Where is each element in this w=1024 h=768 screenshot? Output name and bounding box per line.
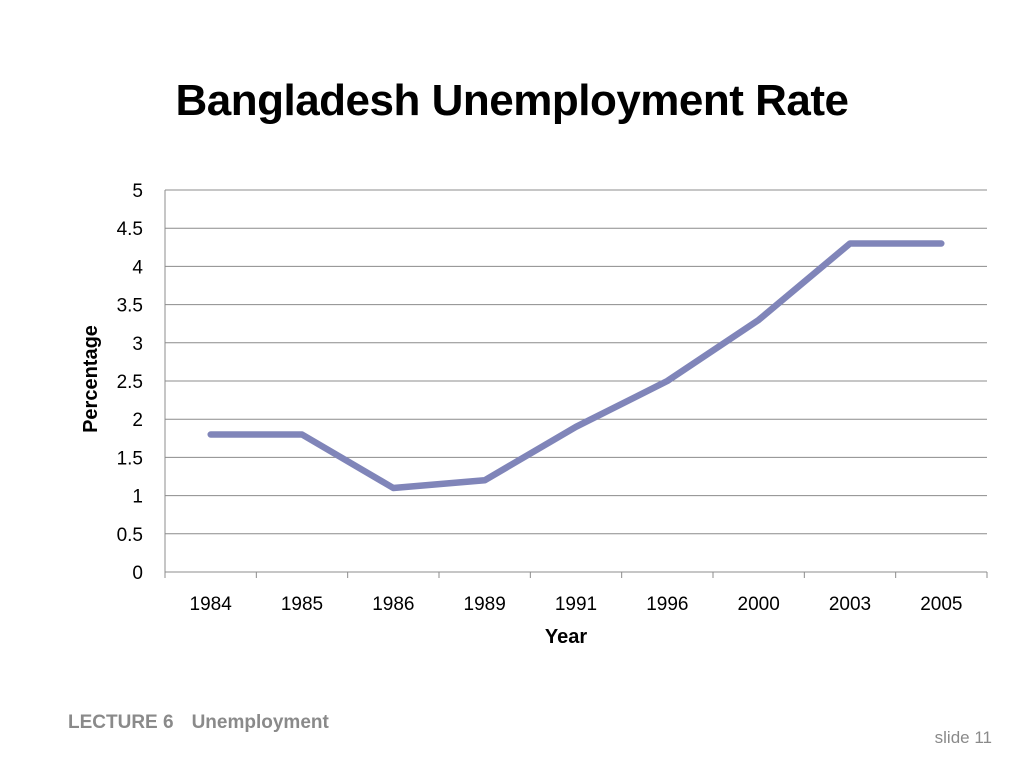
y-tick-labels: 0 0.5 1 1.5 2 2.5 3 3.5 4 4.5 5 <box>117 181 144 584</box>
y-tick-label: 1 <box>132 487 143 508</box>
grid-lines <box>165 189 987 535</box>
y-tick-label: 4 <box>132 257 143 278</box>
y-tick-label: 1.5 <box>117 448 143 469</box>
x-tick-label: 2005 <box>920 594 962 615</box>
x-tick-label: 1986 <box>372 594 414 615</box>
y-tick-label: 4.5 <box>117 219 143 240</box>
series-layer <box>207 240 945 492</box>
y-tick-label: 0 <box>132 563 143 584</box>
x-tick-label: 1996 <box>646 594 688 615</box>
x-tick-label: 1991 <box>555 594 597 615</box>
y-tick-label: 2 <box>132 410 143 431</box>
x-tick-label: 1984 <box>190 594 233 615</box>
y-tick-label: 3.5 <box>117 296 143 317</box>
x-tick-label: 1989 <box>464 594 506 615</box>
x-tick-label: 2003 <box>829 594 871 615</box>
x-tick-label: 2000 <box>738 594 780 615</box>
x-tick-label: 1985 <box>281 594 323 615</box>
y-axis-title: Percentage <box>80 325 102 433</box>
series-line-0 <box>207 240 945 492</box>
x-tick-labels: 1984 1985 1986 1989 1991 1996 2000 2003 2005 <box>190 594 963 615</box>
y-tick-label: 0.5 <box>117 525 143 546</box>
page-title: Bangladesh Unemployment Rate <box>175 76 849 125</box>
y-tick-label: 5 <box>132 181 143 202</box>
y-tick-label: 3 <box>132 334 143 355</box>
axes <box>164 190 988 578</box>
slide-number: slide 11 <box>934 728 992 747</box>
footer-lecture-info: LECTURE 6 Unemployment <box>68 712 329 734</box>
footer-lecture: LECTURE 6 <box>68 712 174 733</box>
y-tick-label: 2.5 <box>117 372 143 393</box>
x-axis-title: Year <box>545 626 587 648</box>
footer-topic: Unemployment <box>191 712 329 733</box>
